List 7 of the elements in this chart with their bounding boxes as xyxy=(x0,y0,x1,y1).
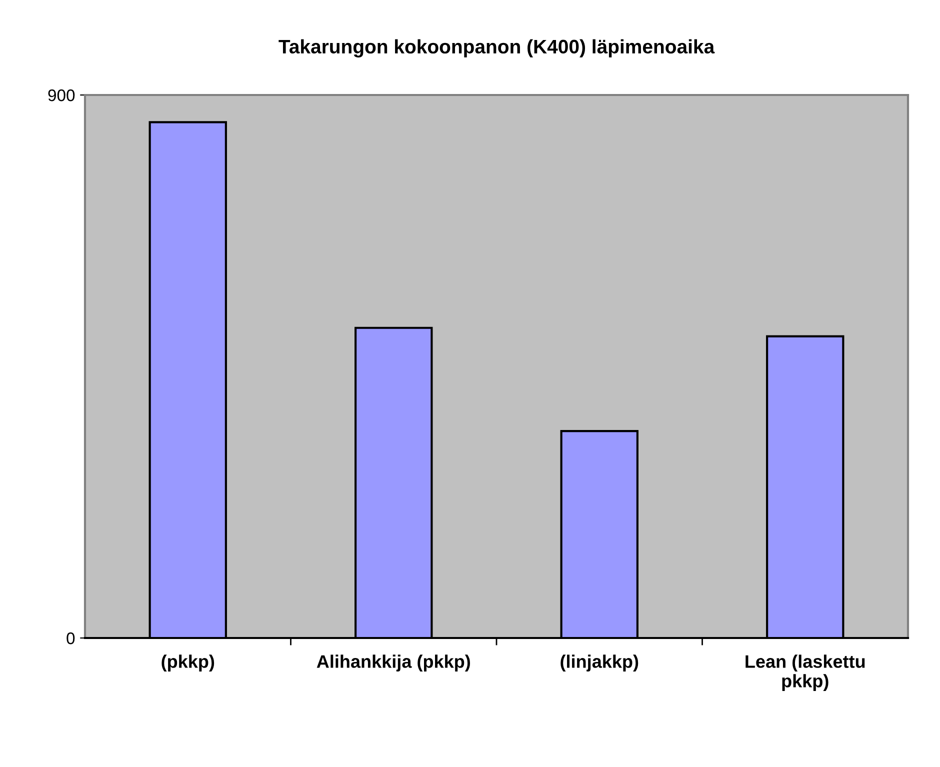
x-tick-label: Lean (laskettu pkkp) xyxy=(746,654,865,691)
x-tick-label: (pkkp) xyxy=(162,654,214,672)
y-tick-label: 0 xyxy=(66,632,75,644)
y-tick-label: 900 xyxy=(48,89,75,102)
x-tick-label: Alihankkija (pkkp) xyxy=(316,654,470,672)
x-tick-label: (linjakkp) xyxy=(560,654,638,672)
chart-title: Takarungon kokoonpanon (K400) läpimenoaika xyxy=(278,39,715,58)
